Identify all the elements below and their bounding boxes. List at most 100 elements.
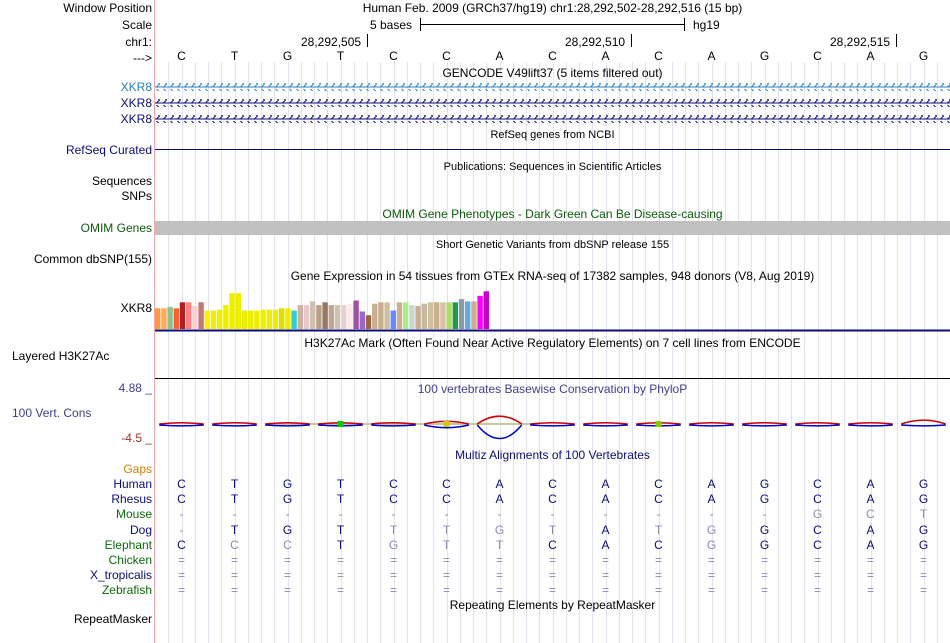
alignment-base: =	[495, 568, 503, 583]
alignment-base: A	[707, 477, 716, 491]
transcript-1[interactable]	[155, 83, 950, 91]
multiz-track-title[interactable]: Multiz Alignments of 100 Vertebrates	[455, 448, 650, 462]
alignment-base: T	[336, 477, 345, 491]
transcript-2[interactable]	[155, 99, 950, 107]
gtex-tissue-bar	[378, 302, 384, 329]
phylop-negative-mark	[265, 424, 310, 427]
scale-bar-right-cap	[684, 18, 685, 31]
gencode-transcripts[interactable]	[155, 80, 950, 128]
phylop-negative-mark	[795, 424, 840, 427]
gencode-item-label-1[interactable]: XKR8	[120, 80, 152, 94]
base-letter: A	[495, 49, 504, 63]
alignment-base: =	[495, 583, 503, 598]
alignment-base: =	[336, 553, 344, 567]
gtex-track-title[interactable]: Gene Expression in 54 tissues from GTEx …	[290, 269, 815, 283]
phylop-positive-mark	[848, 421, 893, 425]
gencode-item-label-2[interactable]: XKR8	[120, 96, 152, 110]
gtex-tissue-bar	[303, 305, 310, 329]
alignment-base: =	[866, 583, 874, 598]
alignment-base: -	[762, 507, 767, 522]
species-label: X_tropicalis	[89, 568, 152, 583]
alignment-base: C	[177, 492, 186, 507]
alignment-base: =	[442, 583, 450, 598]
track-display-area[interactable]: Human Feb. 2009 (GRCh37/hg19) chr1:28,29…	[155, 0, 950, 643]
phylop-negative-mark	[371, 424, 416, 427]
alignment-base: C	[230, 537, 239, 552]
phylop-track-title[interactable]: 100 vertebrates Basewise Conservation by…	[417, 382, 688, 396]
alignment-base: =	[919, 583, 927, 598]
publications-track-label[interactable]: Sequences	[91, 174, 152, 188]
species-label: Human	[113, 477, 152, 491]
gtex-tissue-bar	[316, 305, 322, 329]
refseq-track-label[interactable]: RefSeq Curated	[65, 143, 152, 157]
alignment-base: =	[177, 568, 185, 583]
gtex-tissue-bar	[347, 303, 353, 329]
gaps-label: Gaps	[123, 462, 152, 476]
gtex-tissue-bar	[465, 301, 471, 329]
alignment-base: C	[654, 492, 663, 507]
gencode-track-title[interactable]: GENCODE V49lift37 (5 items filtered out)	[442, 66, 663, 80]
gtex-tissue-bar	[297, 305, 303, 329]
gtex-tissue-bar	[155, 308, 161, 329]
alignment-base: T	[654, 522, 663, 537]
base-letter: T	[230, 49, 239, 63]
refseq-track-title[interactable]: RefSeq genes from NCBI	[490, 129, 615, 141]
alignment-base: T	[336, 537, 345, 552]
strand-arrow-label: --->	[133, 51, 152, 65]
alignment-base: T	[230, 477, 239, 491]
alignment-base: =	[336, 583, 344, 598]
alignment-base: =	[177, 553, 185, 567]
alignment-base: =	[548, 553, 556, 567]
h3k27ac-track-label[interactable]: Layered H3K27Ac	[12, 349, 110, 363]
gtex-tissue-bar	[415, 306, 421, 329]
phylop-positive-mark	[583, 421, 628, 425]
gtex-tissue-bar	[161, 308, 167, 329]
phylop-negative-mark	[424, 424, 469, 429]
omim-gene-bar[interactable]	[155, 221, 950, 235]
phylop-negative-mark	[848, 424, 893, 427]
gtex-tissue-bar	[310, 301, 316, 329]
phylop-conservation-graph[interactable]	[155, 396, 950, 440]
alignment-base: =	[230, 568, 238, 583]
phylop-negative-mark	[583, 424, 628, 427]
base-letter: G	[282, 49, 293, 63]
species-label: Elephant	[104, 537, 152, 552]
gencode-item-label-3[interactable]: XKR8	[120, 112, 152, 126]
gtex-tissue-bar	[279, 308, 285, 329]
base-letter: C	[442, 49, 451, 63]
dbsnp-track-title[interactable]: Short Genetic Variants from dbSNP releas…	[435, 239, 670, 251]
h3k27ac-track-title[interactable]: H3K27Ac Mark (Often Found Near Active Re…	[304, 336, 801, 350]
alignment-base: T	[336, 522, 345, 537]
alignment-base: G	[706, 537, 717, 552]
gtex-expression-bars[interactable]	[155, 283, 950, 333]
repeatmasker-track-title[interactable]: Repeating Elements by RepeatMasker	[449, 598, 656, 612]
gtex-tissue-bar	[167, 306, 173, 329]
omim-track-title[interactable]: OMIM Gene Phenotypes - Dark Green Can Be…	[382, 207, 723, 221]
dbsnp-track-label[interactable]: Common dbSNP(155)	[33, 252, 152, 266]
omim-track-label[interactable]: OMIM Genes	[80, 221, 152, 235]
alignment-base: =	[707, 553, 715, 567]
alignment-base: A	[495, 492, 504, 507]
refseq-gene-line[interactable]	[155, 149, 950, 150]
transcript-3[interactable]	[155, 115, 950, 123]
alignment-base: =	[548, 568, 556, 583]
h3k27ac-baseline	[155, 378, 950, 379]
publications-track-title[interactable]: Publications: Sequences in Scientific Ar…	[443, 161, 662, 173]
alignment-base: G	[918, 477, 929, 491]
alignment-base: C	[389, 492, 398, 507]
alignment-base: G	[759, 477, 770, 491]
alignment-base: T	[919, 507, 928, 522]
repeatmasker-track-label[interactable]: RepeatMasker	[73, 612, 152, 626]
species-label: Rhesus	[111, 492, 152, 507]
gtex-tissue-bar	[359, 311, 365, 329]
gtex-track-label[interactable]: XKR8	[120, 301, 152, 315]
gtex-tissue-bar	[396, 302, 403, 329]
gtex-tissue-bar	[254, 310, 260, 329]
phylop-track-label[interactable]: 100 Vert. Cons	[12, 406, 92, 420]
alignment-base: A	[866, 477, 875, 491]
ruler-tick-label: 28,292,515	[830, 35, 891, 49]
gtex-tissue-bar	[248, 310, 254, 329]
ruler-tick	[631, 34, 632, 47]
alignment-base: G	[759, 537, 770, 552]
